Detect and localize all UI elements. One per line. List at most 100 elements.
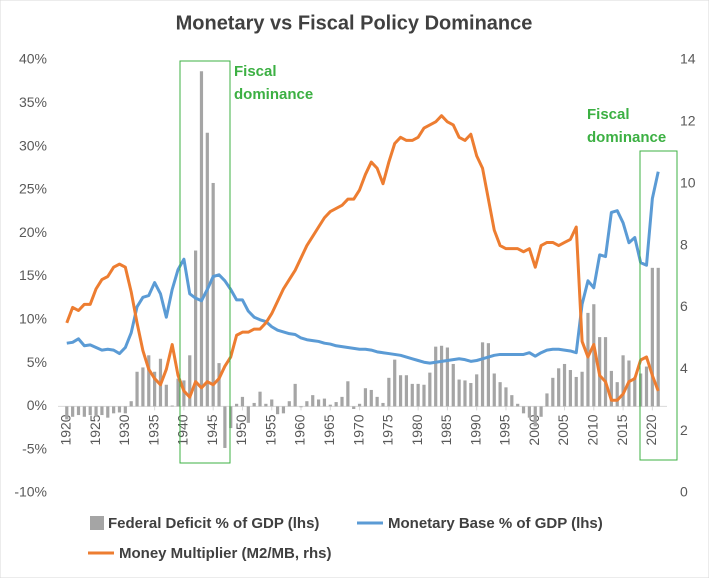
bar <box>246 406 250 423</box>
bar <box>147 355 151 407</box>
y2-tick-label: 14 <box>680 51 696 67</box>
legend-label: Money Multiplier (M2/MB, rhs) <box>119 545 332 562</box>
bar <box>71 406 75 417</box>
x-tick-label: 1975 <box>380 414 396 445</box>
bar <box>176 378 180 407</box>
bar <box>357 403 362 407</box>
bar <box>199 71 204 407</box>
y2-tick-label: 4 <box>680 360 688 376</box>
bar <box>498 382 502 407</box>
bar <box>235 403 239 407</box>
bar <box>539 406 543 417</box>
x-tick-label: 2000 <box>526 414 542 445</box>
bar <box>533 406 537 427</box>
bar <box>346 381 350 407</box>
bar <box>445 347 450 407</box>
bar <box>410 383 414 407</box>
highlight-box <box>179 60 231 464</box>
bar <box>404 375 409 407</box>
plot-area: -10% -5% 0% 5% 10% 15% 20% 25% 30% 35% 40% 0 2 4 6 8 10 1… <box>14 51 695 500</box>
bar <box>82 406 86 417</box>
bar <box>311 395 315 407</box>
bar <box>545 393 549 407</box>
x-tick-label: 1955 <box>262 414 278 445</box>
bar <box>316 399 321 407</box>
bar <box>486 343 490 407</box>
bar <box>615 382 619 407</box>
y2-tick-label: 0 <box>680 484 688 500</box>
bar <box>322 398 327 407</box>
bar <box>551 377 555 407</box>
annotation: Fiscal <box>234 63 277 80</box>
y-tick-label: 15% <box>19 267 47 283</box>
y-tick-label: 5% <box>27 354 47 370</box>
legend-label: Federal Deficit % of GDP (lhs) <box>108 515 319 532</box>
bar <box>281 406 286 414</box>
bar <box>100 406 104 416</box>
legend-swatch <box>90 516 104 530</box>
bar <box>229 406 233 429</box>
y2-tick-label: 8 <box>680 236 688 252</box>
bar <box>88 406 92 416</box>
bar <box>369 389 373 407</box>
bar <box>170 405 174 407</box>
x-tick-label: 1985 <box>438 414 454 445</box>
bar <box>287 401 291 407</box>
bar <box>480 342 485 407</box>
chart-title: Monetary vs Fiscal Policy Dominance <box>176 12 533 34</box>
bar <box>639 373 643 407</box>
bar <box>94 406 98 417</box>
bar <box>264 403 268 407</box>
y-tick-label: 10% <box>19 311 47 327</box>
x-tick-label: 1920 <box>57 414 73 445</box>
line <box>65 114 660 402</box>
bar <box>352 406 356 409</box>
bar <box>416 383 420 407</box>
bar <box>568 370 572 407</box>
x-tick-label: 1925 <box>87 414 103 445</box>
bar <box>153 371 157 407</box>
y2-tick-label: 2 <box>680 422 688 438</box>
x-tick-label: 1960 <box>292 414 308 445</box>
line <box>66 171 660 365</box>
y-tick-label: 25% <box>19 181 47 197</box>
bar <box>164 384 168 407</box>
y2-tick-label: 12 <box>680 113 696 129</box>
bar <box>123 406 127 414</box>
annotation: dominance <box>587 129 666 146</box>
bar <box>217 363 221 407</box>
x-tick-label: 1990 <box>467 414 483 445</box>
bar <box>656 267 660 407</box>
bar <box>328 404 332 407</box>
bar <box>439 345 444 407</box>
bar <box>644 366 649 407</box>
x-tick-label: 2010 <box>585 414 601 445</box>
bar <box>393 359 397 407</box>
bar <box>211 182 215 407</box>
bar <box>398 375 403 407</box>
bar <box>492 373 496 407</box>
bar <box>557 368 561 407</box>
bar <box>270 399 274 407</box>
bar <box>428 372 432 407</box>
bar <box>633 376 637 407</box>
bar <box>451 363 455 407</box>
bar <box>562 363 567 407</box>
bar <box>205 132 209 407</box>
bar <box>363 388 368 407</box>
bar <box>252 402 256 407</box>
bar <box>574 376 578 407</box>
x-tick-label: 1965 <box>321 414 337 445</box>
bar <box>182 380 186 407</box>
bar <box>375 396 379 407</box>
x-tick-label: 1970 <box>350 414 366 445</box>
y2-tick-label: 6 <box>680 298 688 314</box>
bar <box>387 377 391 407</box>
bar <box>240 396 245 407</box>
bar <box>463 380 467 407</box>
y2-tick-label: 10 <box>680 174 696 190</box>
bar <box>621 355 625 407</box>
x-tick-label: 1945 <box>204 414 220 445</box>
